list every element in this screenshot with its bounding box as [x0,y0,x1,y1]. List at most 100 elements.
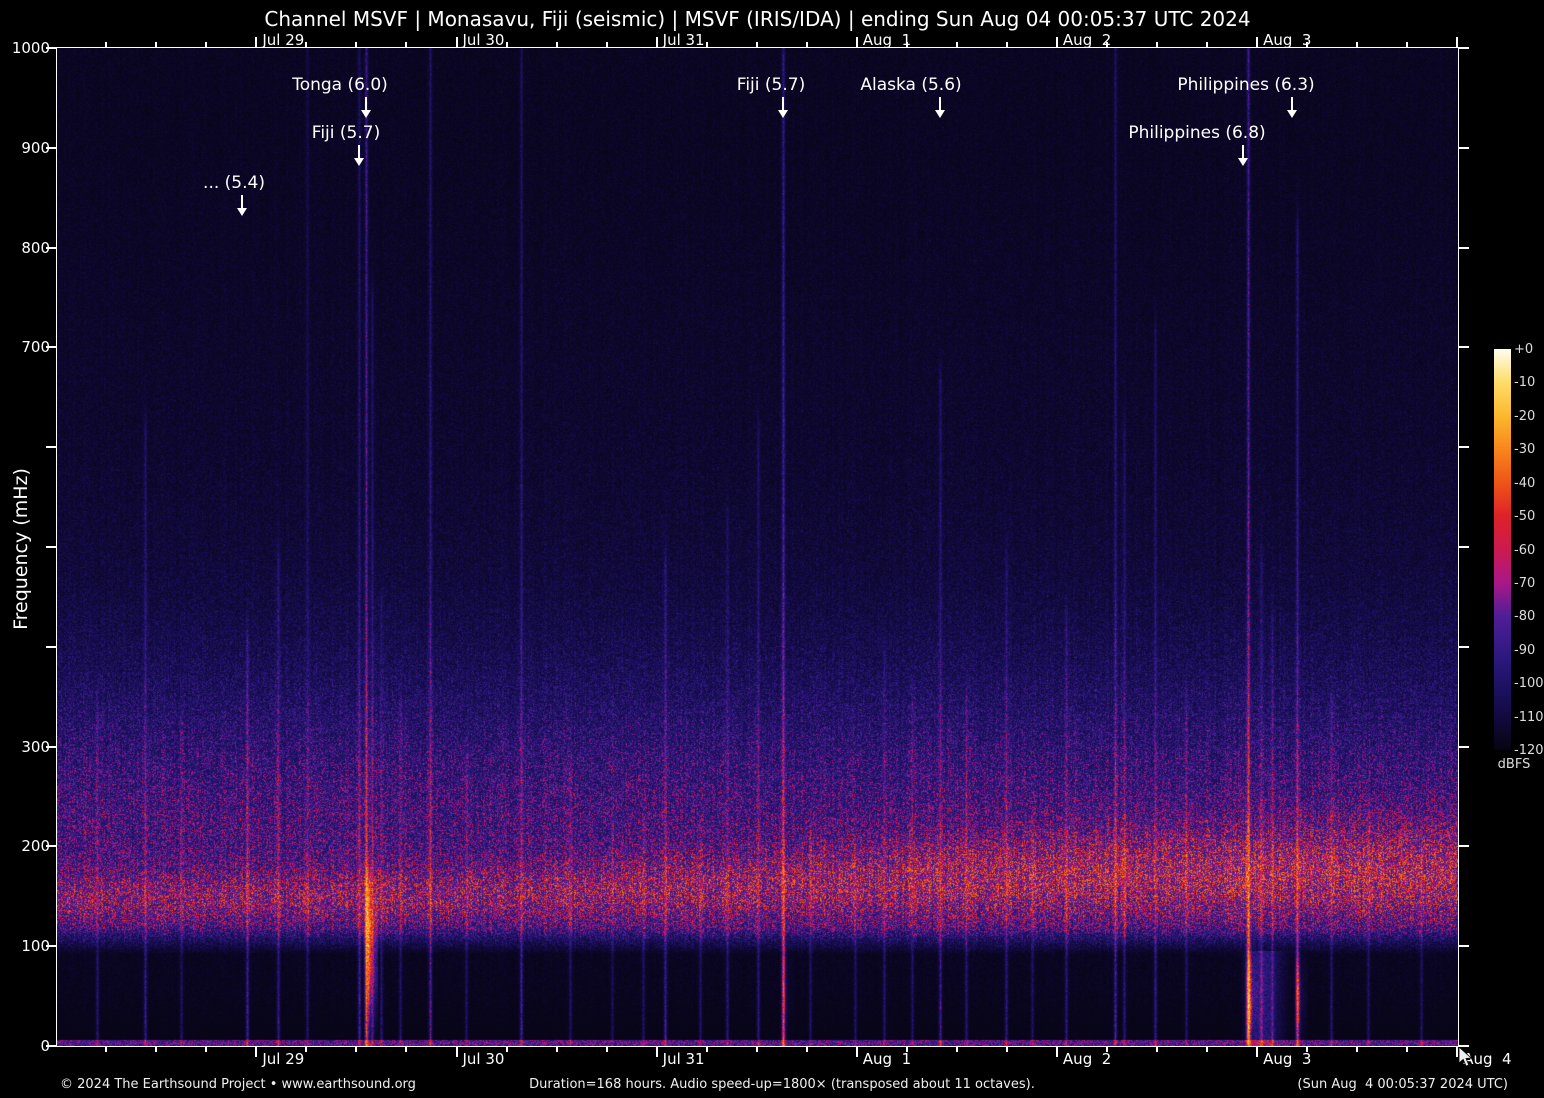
y-tick-left [46,745,56,748]
x-major-tick [655,1046,658,1057]
x-minor-tick [1005,1046,1008,1052]
x-tick-label-top: Aug 3 [1263,31,1312,49]
x-minor-tick [805,1046,808,1052]
event-label: ... (5.4) [203,173,265,193]
x-minor-tick [505,1046,508,1052]
x-major-tick [255,1046,258,1057]
event-label: Tonga (6.0) [292,75,388,95]
y-tick-label: 900 [21,138,50,157]
y-tick-left [46,645,56,648]
y-tick-left [46,346,56,349]
event-label: Fiji (5.7) [311,123,381,143]
x-minor-tick [1406,1046,1409,1052]
y-tick-left [46,546,56,548]
y-tick-right [1459,945,1469,948]
x-minor-tick [105,42,108,48]
event-label: Philippines (6.8) [1128,123,1266,143]
y-tick-right [1459,745,1469,748]
y-tick-right [1459,845,1469,848]
x-minor-tick [905,42,908,48]
colorbar-tick-label: -90 [1514,642,1536,658]
x-minor-tick [1206,1046,1209,1052]
x-minor-tick [405,42,408,48]
colorbar-tick-label: -80 [1514,609,1536,625]
x-major-tick [1456,37,1459,48]
x-minor-tick [155,1046,158,1052]
x-minor-tick [705,1046,708,1052]
colorbar-tick-label: -20 [1514,408,1536,424]
colorbar-tick-label: -100 [1514,676,1544,692]
event-arrow-line [358,145,360,158]
event-label: Fiji (5.7) [736,75,806,95]
event-arrow-head [1238,158,1248,166]
x-minor-tick [155,42,158,48]
x-minor-tick [905,1046,908,1052]
x-tick-label-bottom: Jul 29 [262,1050,305,1068]
event-arrow-head [237,208,247,216]
y-tick-left [46,845,56,848]
x-minor-tick [1406,42,1409,48]
x-minor-tick [505,42,508,48]
x-major-tick [455,37,458,48]
x-minor-tick [1156,1046,1158,1052]
x-major-tick [655,37,658,48]
colorbar-gradient [1494,349,1511,750]
event-arrow-head [361,110,371,118]
x-minor-tick [1306,42,1309,48]
x-major-tick [855,37,858,48]
x-minor-tick [1156,42,1158,48]
x-tick-label-top: Aug 2 [1062,31,1112,49]
x-minor-tick [605,1046,608,1052]
x-minor-tick [1356,1046,1359,1052]
event-arrow-head [935,110,945,118]
y-tick-left [46,146,56,149]
y-tick-left [46,446,56,449]
y-tick-left [46,1045,56,1047]
colorbar-tick-label: -120 [1514,743,1544,758]
colorbar-tick-label: -40 [1514,475,1536,491]
x-minor-tick [1005,42,1008,48]
x-minor-tick [205,42,208,48]
colorbar-tick-label: -60 [1514,542,1536,558]
x-minor-tick [755,1046,758,1052]
x-minor-tick [805,42,808,48]
y-tick-right [1459,645,1469,648]
x-minor-tick [755,42,758,48]
y-tick-right [1459,1045,1469,1047]
y-tick-label: 1000 [11,39,50,57]
event-arrow-line [939,97,941,110]
footer-copyright: © 2024 The Earthsound Project • www.eart… [60,1077,416,1092]
x-tick-label-top: Jul 30 [462,31,505,49]
event-arrow-head [778,110,788,118]
y-tick-right [1459,546,1469,548]
event-arrow-head [354,158,364,166]
x-major-tick [1256,1046,1259,1057]
x-minor-tick [305,42,308,48]
y-tick-label: 100 [21,937,50,956]
x-minor-tick [1206,42,1209,48]
colorbar-tick-label: -10 [1514,375,1536,391]
event-label: Philippines (6.3) [1177,75,1315,95]
spectrogram-canvas [57,48,1458,1046]
figure-title: Channel MSVF | Monasavu, Fiji (seismic) … [264,7,1251,31]
colorbar-tick-label: -110 [1514,709,1544,725]
y-tick-right [1459,246,1469,249]
x-minor-tick [1356,42,1359,48]
x-minor-tick [955,42,958,48]
colorbar-tick-label: -30 [1514,442,1536,458]
x-minor-tick [355,42,358,48]
y-axis-title: Frequency (mHz) [10,468,32,630]
x-minor-tick [955,1046,958,1052]
footer-duration: Duration=168 hours. Audio speed-up=1800×… [529,1077,1035,1092]
x-minor-tick [705,42,708,48]
colorbar-tick-label: -50 [1514,509,1536,525]
x-major-tick [1256,37,1259,48]
event-arrow-line [365,97,367,110]
colorbar-tick-label: +0 [1514,342,1534,357]
x-minor-tick [405,1046,408,1052]
y-tick-label: 300 [21,737,50,756]
x-major-tick [255,37,258,48]
y-tick-right [1459,47,1469,49]
x-major-tick [855,1046,858,1057]
